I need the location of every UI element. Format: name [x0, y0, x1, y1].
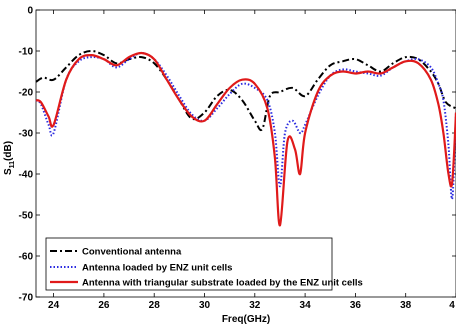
x-tick-label: 24 [48, 300, 60, 311]
x-tick-label: 38 [400, 300, 412, 311]
legend-box [45, 237, 333, 291]
x-tick-label: 4 [449, 300, 455, 311]
x-axis-ticks: 24 26 28 30 32 34 36 38 4 [48, 10, 456, 311]
x-tick-label: 28 [149, 300, 161, 311]
series-line-triangular [35, 51, 456, 227]
y-tick-label: -20 [19, 88, 34, 99]
legend-label-triangular: Antenna with triangular substrate loaded… [82, 278, 363, 289]
y-axis-ticks: 0 -10 -20 -30 -40 -50 -60 -70 [19, 6, 456, 304]
y-tick-label: -70 [19, 293, 34, 304]
x-tick-label: 32 [249, 300, 261, 311]
y-axis-label: S11(dB) [3, 141, 16, 175]
series-line-enz [35, 52, 456, 200]
y-tick-label: -50 [19, 211, 34, 222]
legend-label-enz: Antenna loaded by ENZ unit cells [82, 263, 232, 274]
x-tick-label: 30 [199, 300, 211, 311]
y-tick-label: -40 [19, 170, 34, 181]
y-tick-label: -30 [19, 129, 34, 140]
series-layer [35, 50, 456, 227]
y-axis-label-subscript: 11 [9, 161, 16, 169]
x-tick-label: 26 [98, 300, 110, 311]
legend-label-conventional: Conventional antenna [82, 247, 182, 258]
series-line-conventional [35, 50, 456, 132]
y-tick-label: -10 [19, 47, 34, 58]
y-tick-label: 0 [27, 6, 33, 17]
legend: Conventional antenna Antenna loaded by E… [45, 237, 363, 291]
x-tick-label: 36 [350, 300, 362, 311]
x-axis-label: Freq(GHz) [222, 314, 270, 325]
x-tick-label: 34 [300, 300, 312, 311]
y-tick-label: -60 [19, 252, 34, 263]
